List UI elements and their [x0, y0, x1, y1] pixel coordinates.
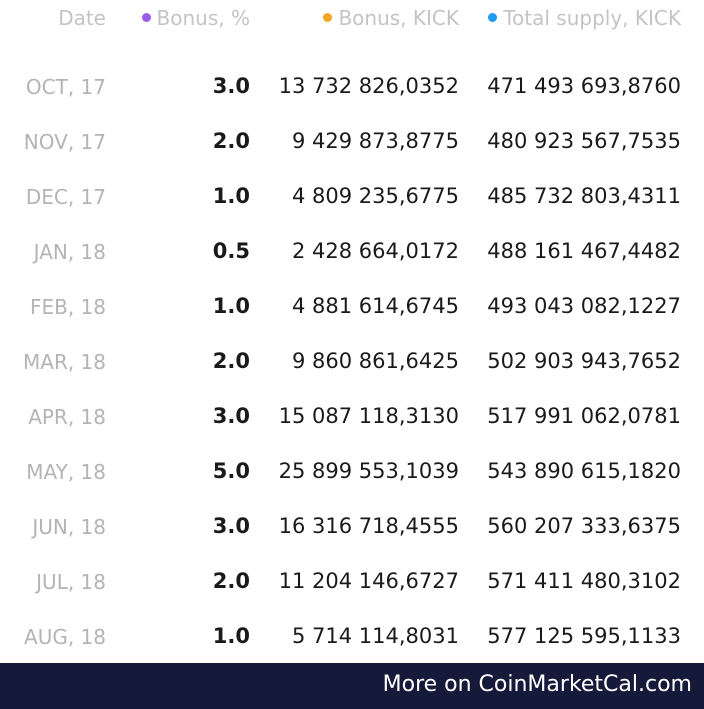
- row-bonus-kick: 9 860 861,6425: [292, 349, 459, 373]
- row-bonus-pct: 1.0: [212, 624, 250, 648]
- row-date: JUN, 18: [32, 515, 106, 539]
- bonus-table: Date Bonus, % Bonus, KICK Total supply, …: [0, 0, 704, 40]
- table-row: JUN, 18 3.0 16 316 718,4555 560 207 333,…: [0, 500, 704, 555]
- row-bonus-kick: 4 881 614,6745: [292, 294, 459, 318]
- row-bonus-kick: 5 714 114,8031: [292, 624, 459, 648]
- row-total-supply: 485 732 803,4311: [487, 184, 681, 208]
- row-bonus-kick: 4 809 235,6775: [292, 184, 459, 208]
- row-bonus-kick: 16 316 718,4555: [278, 514, 459, 538]
- row-bonus-pct: 2.0: [212, 129, 250, 153]
- row-bonus-kick: 13 732 826,0352: [278, 74, 459, 98]
- header-total-supply-label: Total supply, KICK: [503, 6, 681, 30]
- bonus-pct-dot-icon: [141, 13, 151, 22]
- header-bonus-kick-label: Bonus, KICK: [338, 6, 459, 30]
- row-date: MAR, 18: [23, 350, 106, 374]
- header-bonus-pct: Bonus, %: [141, 6, 250, 30]
- row-total-supply: 471 493 693,8760: [487, 74, 681, 98]
- row-bonus-pct: 5.0: [212, 459, 250, 483]
- row-total-supply: 502 903 943,7652: [487, 349, 681, 373]
- row-bonus-pct: 3.0: [212, 514, 250, 538]
- table-row: DEC, 17 1.0 4 809 235,6775 485 732 803,4…: [0, 170, 704, 225]
- total-supply-dot-icon: [488, 13, 498, 22]
- row-bonus-kick: 11 204 146,6727: [278, 569, 459, 593]
- row-date: APR, 18: [28, 405, 106, 429]
- row-total-supply: 577 125 595,1133: [487, 624, 681, 648]
- table-row: FEB, 18 1.0 4 881 614,6745 493 043 082,1…: [0, 280, 704, 335]
- row-total-supply: 517 991 062,0781: [487, 404, 681, 428]
- table-header: Date Bonus, % Bonus, KICK Total supply, …: [0, 0, 704, 40]
- row-total-supply: 571 411 480,3102: [487, 569, 681, 593]
- row-bonus-pct: 0.5: [212, 239, 250, 263]
- row-bonus-kick: 25 899 553,1039: [278, 459, 459, 483]
- table-row: OCT, 17 3.0 13 732 826,0352 471 493 693,…: [0, 60, 704, 115]
- table-row: JUL, 18 2.0 11 204 146,6727 571 411 480,…: [0, 555, 704, 610]
- row-bonus-pct: 3.0: [212, 74, 250, 98]
- row-date: JUL, 18: [36, 570, 106, 594]
- header-bonus-pct-label: Bonus, %: [156, 6, 250, 30]
- row-date: AUG, 18: [24, 625, 106, 649]
- header-total-supply: Total supply, KICK: [488, 6, 681, 30]
- row-bonus-pct: 2.0: [212, 349, 250, 373]
- row-total-supply: 543 890 615,1820: [487, 459, 681, 483]
- header-bonus-kick: Bonus, KICK: [323, 6, 459, 30]
- table-row: AUG, 18 1.0 5 714 114,8031 577 125 595,1…: [0, 610, 704, 665]
- row-total-supply: 488 161 467,4482: [487, 239, 681, 263]
- row-bonus-pct: 3.0: [212, 404, 250, 428]
- row-bonus-pct: 1.0: [212, 294, 250, 318]
- row-date: OCT, 17: [25, 75, 106, 99]
- row-total-supply: 560 207 333,6375: [487, 514, 681, 538]
- row-bonus-pct: 1.0: [212, 184, 250, 208]
- header-date: Date: [58, 6, 106, 30]
- table-row: APR, 18 3.0 15 087 118,3130 517 991 062,…: [0, 390, 704, 445]
- table-row: MAR, 18 2.0 9 860 861,6425 502 903 943,7…: [0, 335, 704, 390]
- table-row: MAY, 18 5.0 25 899 553,1039 543 890 615,…: [0, 445, 704, 500]
- row-date: NOV, 17: [23, 130, 106, 154]
- row-bonus-pct: 2.0: [212, 569, 250, 593]
- row-date: MAY, 18: [26, 460, 106, 484]
- row-total-supply: 493 043 082,1227: [487, 294, 681, 318]
- bonus-kick-dot-icon: [323, 13, 333, 22]
- coinmarketcal-link[interactable]: More on CoinMarketCal.com: [382, 672, 692, 697]
- table-row: JAN, 18 0.5 2 428 664,0172 488 161 467,4…: [0, 225, 704, 280]
- footer-banner: More on CoinMarketCal.com: [0, 663, 704, 709]
- row-bonus-kick: 15 087 118,3130: [278, 404, 459, 428]
- row-bonus-kick: 9 429 873,8775: [292, 129, 459, 153]
- row-total-supply: 480 923 567,7535: [487, 129, 681, 153]
- row-date: DEC, 17: [25, 185, 106, 209]
- row-date: FEB, 18: [29, 295, 106, 319]
- table-body: OCT, 17 3.0 13 732 826,0352 471 493 693,…: [0, 60, 704, 665]
- table-row: NOV, 17 2.0 9 429 873,8775 480 923 567,7…: [0, 115, 704, 170]
- row-date: JAN, 18: [33, 240, 106, 264]
- row-bonus-kick: 2 428 664,0172: [292, 239, 459, 263]
